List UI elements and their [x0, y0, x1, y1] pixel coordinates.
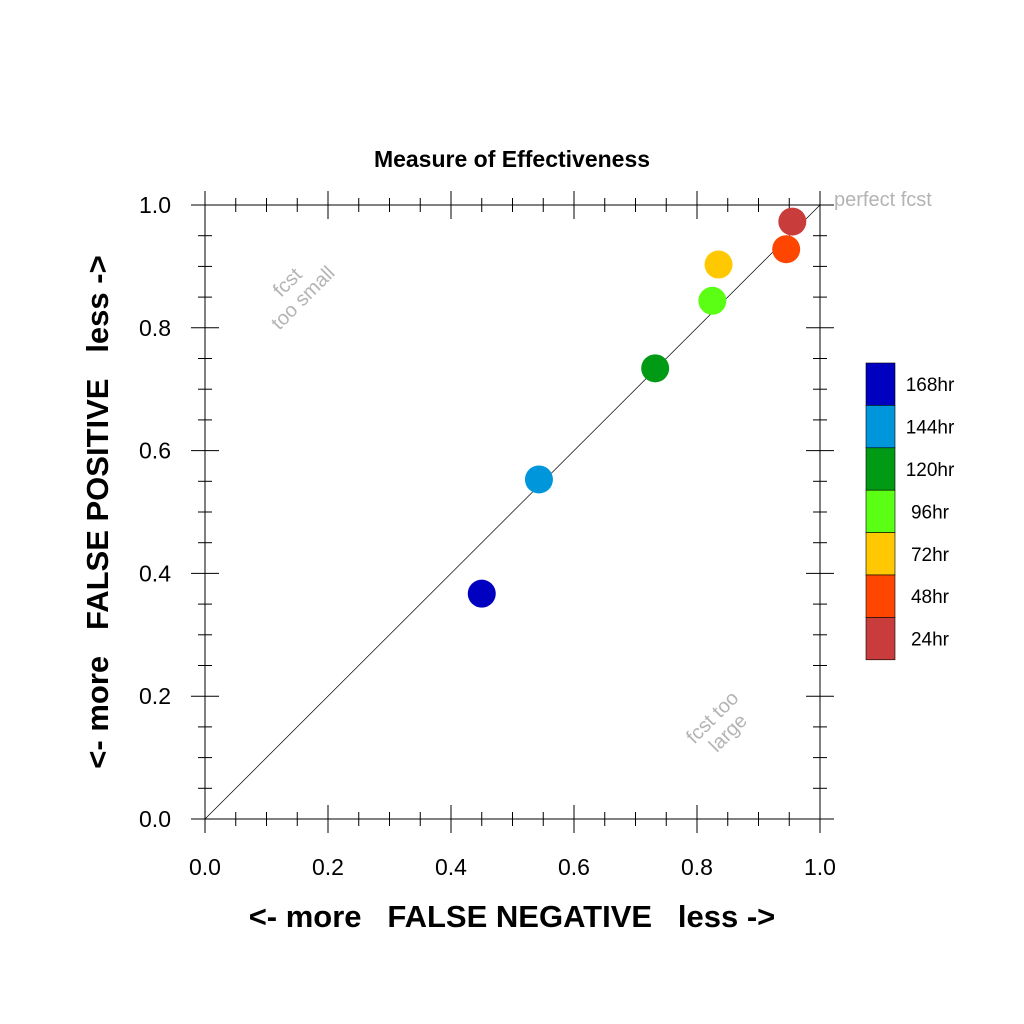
data-point-144hr [524, 465, 553, 494]
y-tick-label: 0.4 [139, 560, 171, 586]
y-tick-label: 0.6 [139, 438, 171, 464]
x-tick-label: 0.8 [681, 854, 713, 880]
legend-swatch-48hr [865, 574, 896, 618]
legend-label-24hr: 24hr [911, 630, 950, 651]
legend-label-120hr: 120hr [906, 460, 955, 481]
data-point-96hr [698, 286, 727, 315]
perfect-forecast-label: perfect fcst [834, 189, 932, 211]
y-tick-label: 0.2 [139, 683, 171, 709]
axis-ticks [191, 191, 834, 833]
data-points [467, 207, 807, 608]
legend-swatch-96hr [865, 489, 896, 533]
data-point-168hr [467, 579, 496, 608]
legend-swatch-168hr [865, 362, 896, 406]
data-point-24hr [778, 207, 807, 236]
data-point-48hr [772, 235, 801, 264]
tick-labels: 0.0 0.2 0.4 0.6 0.8 1.0 0.0 0.2 0.4 0.6 0.8 1.0 [139, 192, 836, 880]
x-axis-label: <- more FALSE NEGATIVE less -> [249, 899, 776, 934]
y-axis-label: <- more FALSE POSITIVE less -> [80, 255, 115, 768]
x-tick-label: 0.2 [312, 854, 344, 880]
annotations: fcsttoo small fcst toolarge [252, 247, 759, 764]
chart-title: Measure of Effectiveness [374, 146, 650, 172]
legend-swatch-72hr [865, 532, 896, 576]
x-tick-label: 0.6 [558, 854, 590, 880]
annotation-fcst-too-large: fcst toolarge [682, 687, 759, 764]
legend-label-48hr: 48hr [911, 587, 950, 608]
legend-label-168hr: 168hr [906, 375, 955, 396]
legend-swatch-144hr [865, 405, 896, 449]
legend-swatch-24hr [865, 617, 896, 661]
data-point-120hr [641, 354, 670, 383]
x-tick-label: 1.0 [804, 854, 836, 880]
legend-label-144hr: 144hr [906, 418, 955, 439]
annotation-fcst-too-small: fcsttoo small [252, 247, 340, 335]
y-tick-label: 1.0 [139, 192, 171, 218]
legend: 168hr 144hr 120hr 96hr 72hr 48hr 24hr [865, 362, 955, 661]
x-tick-label: 0.4 [435, 854, 467, 880]
y-tick-label: 0.0 [139, 806, 171, 832]
legend-label-96hr: 96hr [911, 502, 950, 523]
legend-swatch-120hr [865, 447, 896, 491]
data-point-72hr [704, 250, 733, 279]
x-tick-label: 0.0 [189, 854, 221, 880]
y-tick-label: 0.8 [139, 315, 171, 341]
legend-label-72hr: 72hr [911, 545, 950, 566]
